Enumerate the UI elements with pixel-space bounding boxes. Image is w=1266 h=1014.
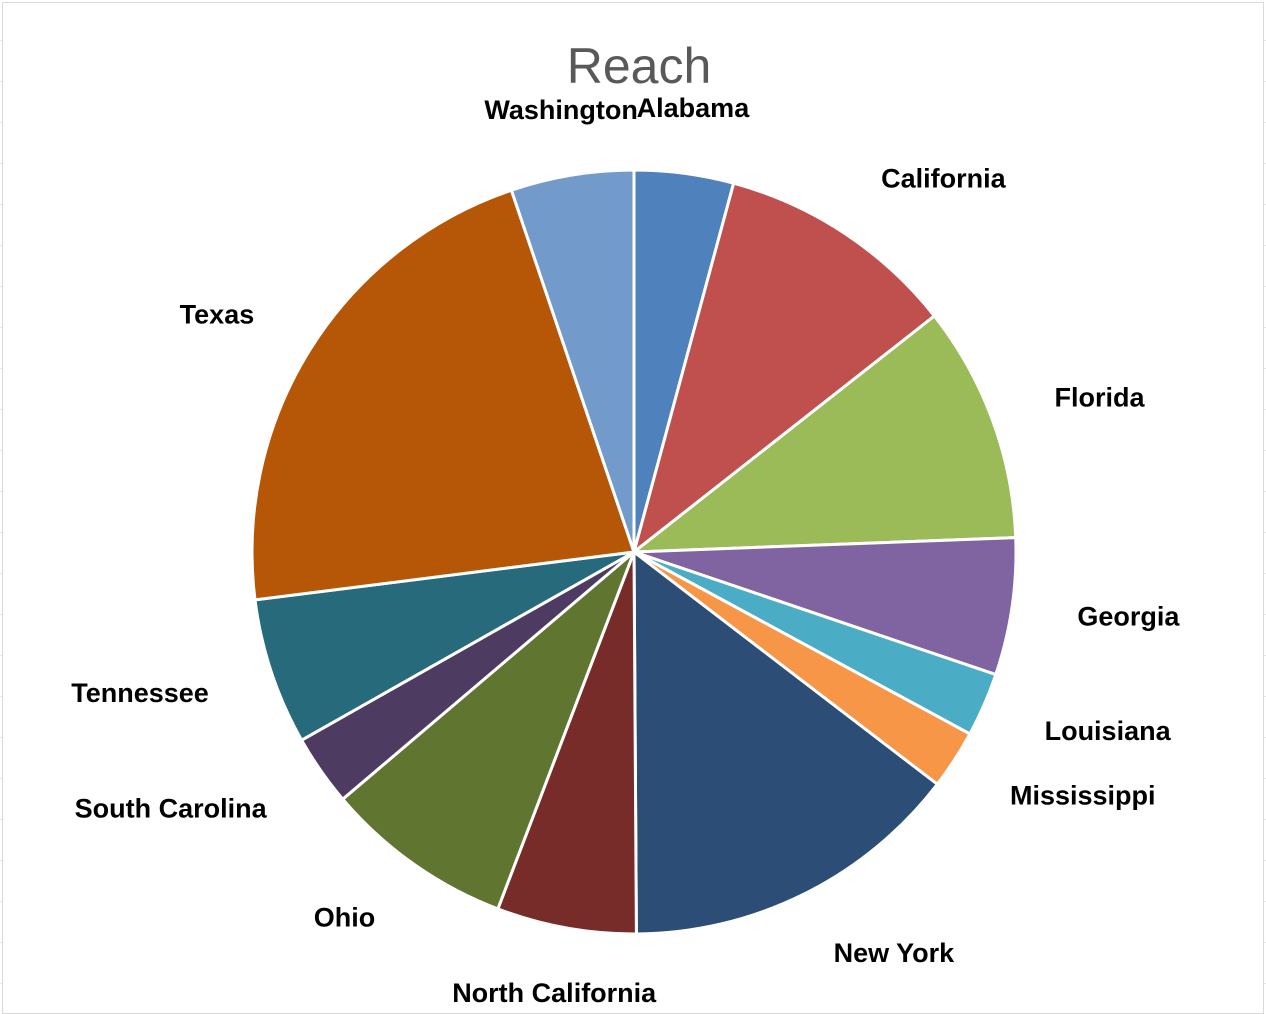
pie-chart[interactable]: Reach Alabama California Florida Georgia Lou…: [3, 3, 1263, 1013]
label-ohio: Ohio: [314, 903, 376, 933]
label-georgia: Georgia: [1077, 602, 1180, 632]
label-north-california: North California: [452, 978, 657, 1008]
label-washington: Washington: [484, 95, 637, 125]
label-texas: Texas: [180, 299, 255, 329]
slice-washington[interactable]: [509, 168, 636, 553]
label-california: California: [881, 163, 1007, 193]
slice-labels: Alabama California Florida Georgia Louisiana…: [71, 93, 1180, 1008]
slice-new-york[interactable]: [632, 548, 940, 936]
slice-ohio[interactable]: [340, 550, 636, 911]
slice-texas[interactable]: [250, 188, 637, 602]
label-south-carolina: South Carolina: [75, 793, 268, 823]
pie-slices: [250, 168, 1018, 936]
slice-florida[interactable]: [629, 313, 1018, 554]
label-alabama: Alabama: [637, 93, 751, 123]
label-florida: Florida: [1055, 383, 1146, 413]
chart-title: Reach: [567, 38, 712, 94]
slice-tennessee[interactable]: [253, 550, 635, 743]
label-mississippi: Mississippi: [1010, 781, 1156, 811]
slice-georgia[interactable]: [633, 536, 1018, 677]
slice-california[interactable]: [631, 181, 937, 556]
label-tennessee: Tennessee: [71, 678, 209, 708]
label-louisiana: Louisiana: [1045, 716, 1172, 746]
label-new-york: New York: [834, 938, 956, 968]
slice-north-california[interactable]: [495, 551, 638, 936]
